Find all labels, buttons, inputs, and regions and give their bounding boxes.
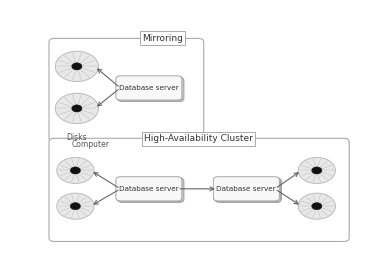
FancyBboxPatch shape [213, 177, 279, 201]
FancyBboxPatch shape [118, 77, 184, 102]
Circle shape [71, 203, 79, 209]
Circle shape [298, 158, 336, 183]
FancyBboxPatch shape [117, 178, 183, 202]
Text: Database server: Database server [119, 186, 179, 192]
FancyBboxPatch shape [216, 178, 281, 202]
Circle shape [298, 193, 336, 219]
Circle shape [55, 93, 98, 124]
Circle shape [57, 193, 94, 219]
Circle shape [312, 203, 322, 210]
FancyBboxPatch shape [116, 76, 182, 100]
Circle shape [72, 105, 82, 112]
Circle shape [71, 168, 79, 173]
Circle shape [72, 63, 82, 70]
Text: Disks: Disks [67, 133, 87, 142]
FancyBboxPatch shape [118, 178, 184, 202]
FancyBboxPatch shape [116, 177, 182, 201]
Circle shape [72, 105, 82, 112]
FancyBboxPatch shape [49, 138, 349, 242]
Text: High-Availability Cluster: High-Availability Cluster [144, 134, 253, 143]
Circle shape [57, 158, 94, 183]
Circle shape [55, 51, 98, 82]
Circle shape [70, 203, 80, 210]
FancyBboxPatch shape [117, 77, 183, 101]
Text: Mirroring: Mirroring [142, 34, 183, 43]
Circle shape [313, 203, 321, 209]
Text: Computer: Computer [71, 140, 110, 149]
Circle shape [312, 167, 322, 174]
FancyBboxPatch shape [49, 38, 204, 142]
Text: Database server: Database server [119, 85, 179, 91]
Circle shape [70, 167, 80, 174]
FancyBboxPatch shape [214, 178, 281, 202]
Text: Database server: Database server [216, 186, 276, 192]
Circle shape [313, 168, 321, 173]
Circle shape [72, 63, 82, 70]
